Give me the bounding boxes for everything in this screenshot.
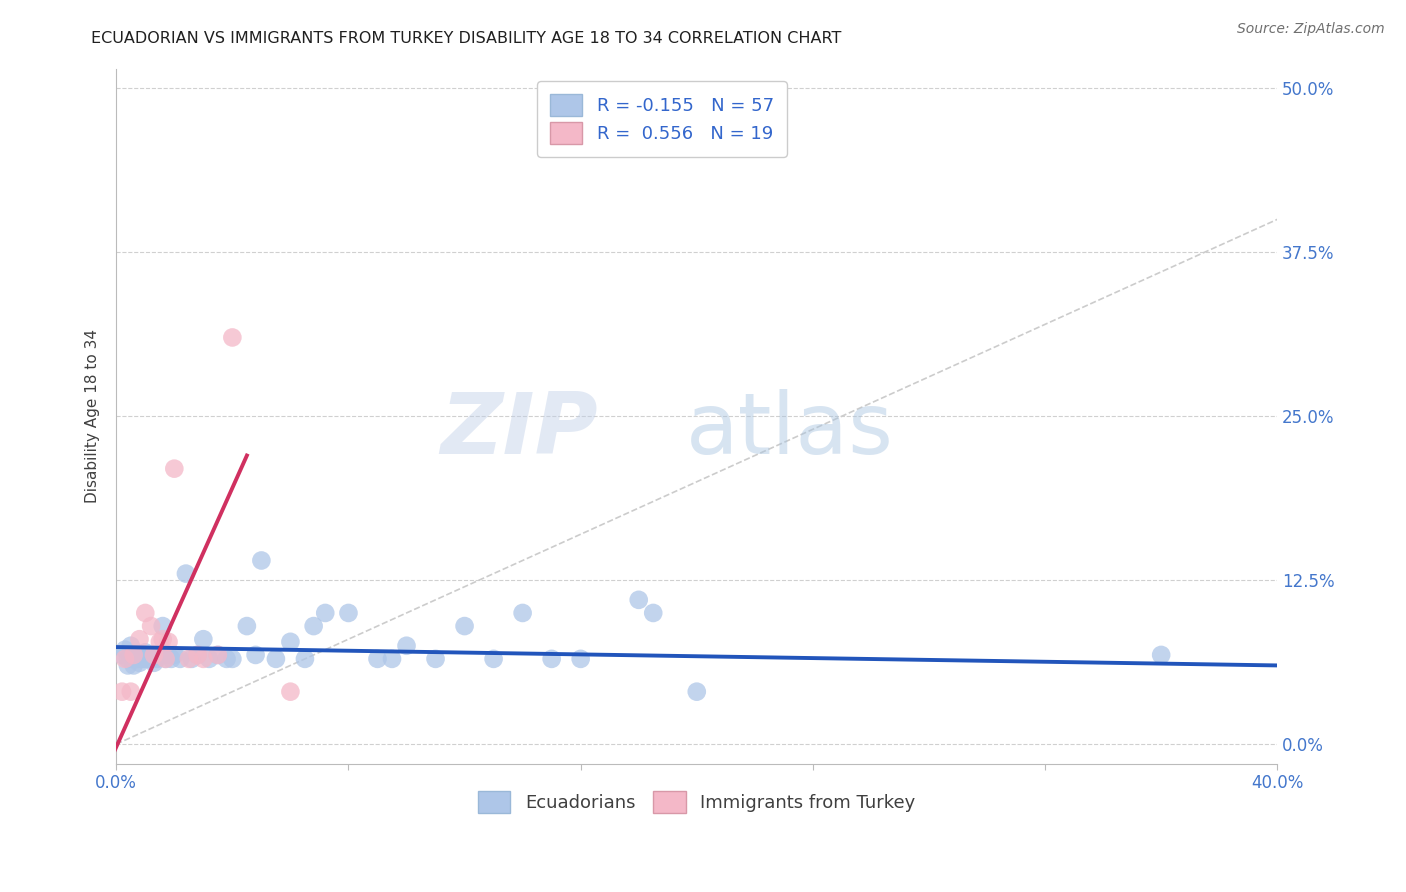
Point	[294, 652, 316, 666]
Point	[193, 652, 215, 666]
Point	[177, 652, 200, 666]
Text: ZIP: ZIP	[440, 389, 598, 472]
Point	[1150, 648, 1173, 662]
Text: ECUADORIAN VS IMMIGRANTS FROM TURKEY DISABILITY AGE 18 TO 34 CORRELATION CHART: ECUADORIAN VS IMMIGRANTS FROM TURKEY DIS…	[91, 31, 842, 46]
Point	[122, 648, 145, 662]
Point	[136, 652, 159, 666]
Point	[149, 648, 172, 662]
Point	[540, 652, 562, 666]
Point	[627, 592, 650, 607]
Point	[453, 619, 475, 633]
Point	[131, 648, 153, 662]
Point	[207, 648, 229, 662]
Point	[221, 330, 243, 344]
Point	[152, 619, 174, 633]
Point	[114, 652, 136, 666]
Point	[114, 642, 136, 657]
Point	[686, 684, 709, 698]
Point	[143, 648, 166, 662]
Point	[245, 648, 267, 662]
Point	[425, 652, 447, 666]
Point	[381, 652, 404, 666]
Point	[366, 652, 388, 666]
Point	[163, 461, 186, 475]
Point	[160, 652, 183, 666]
Point	[314, 606, 336, 620]
Text: Source: ZipAtlas.com: Source: ZipAtlas.com	[1237, 22, 1385, 37]
Point	[169, 652, 191, 666]
Point	[207, 648, 229, 662]
Point	[280, 684, 302, 698]
Point	[221, 652, 243, 666]
Point	[143, 656, 166, 670]
Text: atlas: atlas	[686, 389, 894, 472]
Point	[174, 566, 197, 581]
Point	[186, 648, 208, 662]
Point	[198, 652, 221, 666]
Point	[280, 635, 302, 649]
Point	[134, 645, 156, 659]
Point	[337, 606, 360, 620]
Point	[146, 652, 169, 666]
Point	[569, 652, 592, 666]
Point	[157, 635, 180, 649]
Point	[155, 652, 177, 666]
Point	[111, 684, 134, 698]
Point	[250, 553, 273, 567]
Point	[139, 619, 162, 633]
Point	[157, 648, 180, 662]
Point	[163, 648, 186, 662]
Y-axis label: Disability Age 18 to 34: Disability Age 18 to 34	[86, 329, 100, 503]
Point	[180, 652, 202, 666]
Point	[120, 639, 142, 653]
Point	[236, 619, 259, 633]
Point	[131, 652, 153, 666]
Point	[134, 652, 156, 666]
Point	[117, 658, 139, 673]
Point	[122, 652, 145, 666]
Point	[139, 652, 162, 666]
Point	[120, 684, 142, 698]
Point	[125, 648, 148, 662]
Point	[193, 632, 215, 647]
Point	[125, 652, 148, 666]
Point	[128, 656, 150, 670]
Point	[643, 606, 665, 620]
Point	[512, 606, 534, 620]
Point	[117, 652, 139, 666]
Legend: Ecuadorians, Immigrants from Turkey: Ecuadorians, Immigrants from Turkey	[467, 780, 927, 824]
Point	[149, 635, 172, 649]
Point	[186, 648, 208, 662]
Point	[302, 619, 325, 633]
Point	[155, 652, 177, 666]
Point	[395, 639, 418, 653]
Point	[482, 652, 505, 666]
Point	[128, 632, 150, 647]
Point	[134, 606, 156, 620]
Point	[120, 648, 142, 662]
Point	[111, 648, 134, 662]
Point	[152, 632, 174, 647]
Point	[264, 652, 287, 666]
Point	[122, 658, 145, 673]
Point	[215, 652, 238, 666]
Point	[128, 652, 150, 666]
